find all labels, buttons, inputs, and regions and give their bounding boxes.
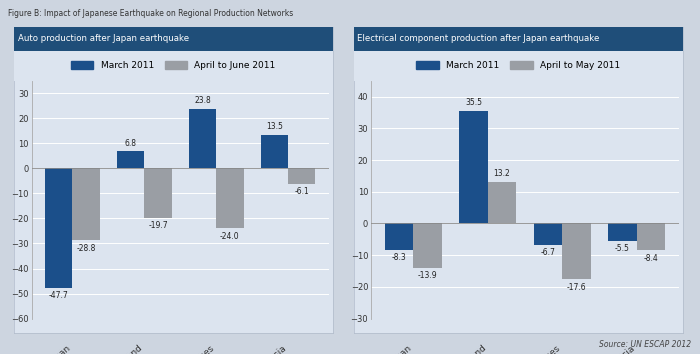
- Bar: [45, 169, 72, 288]
- Bar: [288, 169, 316, 184]
- Text: -19.7: -19.7: [148, 221, 168, 230]
- Legend: March 2011, April to May 2011: March 2011, April to May 2011: [416, 61, 620, 70]
- Text: -17.6: -17.6: [566, 283, 586, 292]
- Text: -6.1: -6.1: [295, 187, 309, 196]
- Legend: March 2011, April to June 2011: March 2011, April to June 2011: [71, 61, 276, 70]
- Bar: [72, 169, 99, 240]
- Text: Figure B: Impact of Japanese Earthquake on Regional Production Networks: Figure B: Impact of Japanese Earthquake …: [8, 9, 294, 18]
- Bar: [459, 111, 488, 223]
- Text: -8.4: -8.4: [643, 254, 658, 263]
- Bar: [189, 109, 216, 169]
- Bar: [534, 223, 562, 245]
- Bar: [413, 223, 442, 268]
- Bar: [144, 169, 172, 218]
- Text: 23.8: 23.8: [194, 96, 211, 105]
- Text: -6.7: -6.7: [540, 248, 556, 257]
- Text: Source: UN ESCAP 2012: Source: UN ESCAP 2012: [599, 340, 692, 349]
- Bar: [216, 169, 244, 228]
- Text: 13.2: 13.2: [494, 169, 510, 178]
- Bar: [261, 135, 288, 169]
- Text: -24.0: -24.0: [220, 232, 239, 241]
- Text: 6.8: 6.8: [125, 139, 136, 148]
- Bar: [488, 182, 516, 223]
- Text: -8.3: -8.3: [392, 253, 407, 262]
- Text: Auto production after Japan earthquake: Auto production after Japan earthquake: [18, 34, 189, 43]
- Bar: [562, 223, 591, 279]
- Bar: [385, 223, 413, 250]
- Text: Electrical component production after Japan earthquake: Electrical component production after Ja…: [358, 34, 600, 43]
- Text: 13.5: 13.5: [266, 122, 283, 131]
- Text: -5.5: -5.5: [615, 245, 630, 253]
- Bar: [117, 151, 144, 169]
- Text: 35.5: 35.5: [465, 98, 482, 107]
- Bar: [637, 223, 665, 250]
- Text: -47.7: -47.7: [49, 291, 69, 300]
- Text: -28.8: -28.8: [76, 244, 96, 253]
- Bar: [608, 223, 637, 241]
- Text: -13.9: -13.9: [418, 271, 438, 280]
